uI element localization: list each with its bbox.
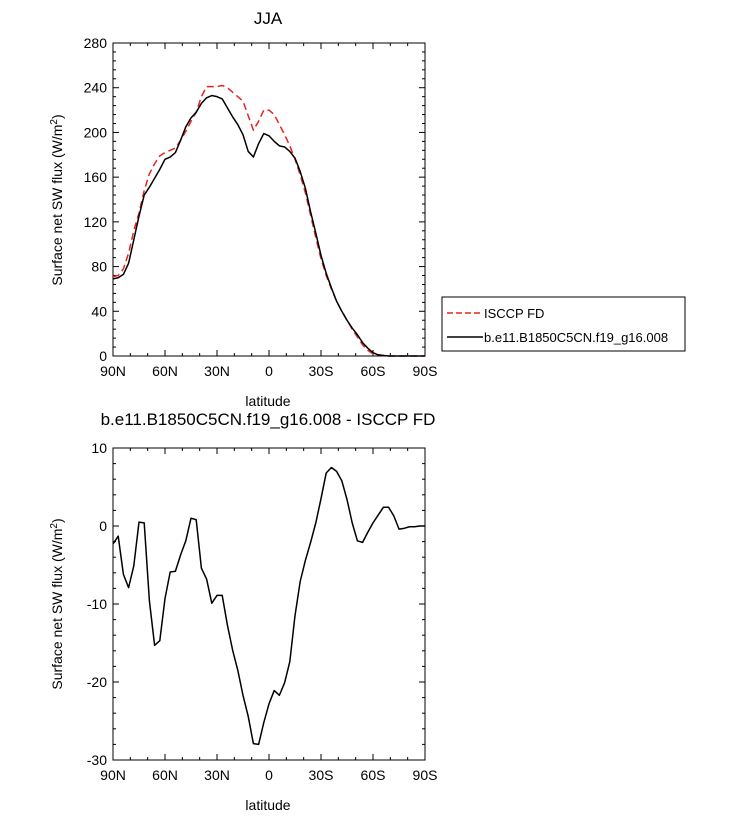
top-y-tick-label: 40 <box>91 303 107 319</box>
top-x-tick-label: 90S <box>413 363 438 379</box>
legend-label-model: b.e11.B1850C5CN.f19_g16.008 <box>484 330 668 345</box>
legend-label-isccp: ISCCP FD <box>484 306 544 321</box>
top-x-tick-label: 0 <box>265 363 273 379</box>
bottom-series <box>112 466 425 746</box>
top-x-tick-label: 60N <box>152 363 178 379</box>
top-series-line-0 <box>112 84 425 357</box>
top-title: JJA <box>254 9 283 28</box>
top-y-tick-label: 160 <box>84 169 108 185</box>
top-y-tick-label: 200 <box>84 124 108 140</box>
top-y-tick-label: 240 <box>84 80 108 96</box>
bottom-y-tick-label: -30 <box>87 752 107 768</box>
top-series <box>112 84 425 357</box>
top-x-tick-label: 30S <box>309 363 334 379</box>
top-x-tick-label: 30N <box>204 363 230 379</box>
bottom-ticks: 90N 60N 30N 0 30S 60S 90S -30 -20 -10 0 10 <box>87 440 438 783</box>
legend: ISCCP FD b.e11.B1850C5CN.f19_g16.008 <box>441 296 686 352</box>
legend-box <box>441 296 686 352</box>
bottom-y-tick-label: 10 <box>91 440 107 456</box>
top-y-axis-label: Surface net SW flux (W/m2) <box>49 114 65 285</box>
bottom-x-tick-label: 60S <box>361 767 386 783</box>
bottom-x-tick-label: 0 <box>265 767 273 783</box>
bottom-y-tick-label: 0 <box>99 518 107 534</box>
bottom-series-line-0 <box>112 466 425 746</box>
top-ticks: 90N 60N 30N 0 30S 60S 90S 0 40 80 120 160 200 240 280 <box>84 35 438 379</box>
bottom-x-tick-label: 60N <box>152 767 178 783</box>
top-y-tick-label: 0 <box>99 348 107 364</box>
bottom-x-tick-label: 90S <box>413 767 438 783</box>
bottom-x-tick-label: 30N <box>204 767 230 783</box>
bottom-y-tick-label: -10 <box>87 596 107 612</box>
top-y-tick-label: 280 <box>84 35 108 51</box>
top-x-axis-label: latitude <box>245 393 290 409</box>
top-x-tick-label: 60S <box>361 363 386 379</box>
bottom-x-tick-label: 30S <box>309 767 334 783</box>
bottom-y-tick-label: -20 <box>87 674 107 690</box>
bottom-title: b.e11.B1850C5CN.f19_g16.008 - ISCCP FD <box>101 410 436 429</box>
top-series-line-1 <box>112 94 425 357</box>
bottom-x-axis-label: latitude <box>245 797 290 813</box>
bottom-plot-frame <box>112 447 426 761</box>
top-y-tick-label: 80 <box>91 259 107 275</box>
top-y-tick-label: 120 <box>84 214 108 230</box>
top-x-tick-label: 90N <box>100 363 126 379</box>
bottom-x-tick-label: 90N <box>100 767 126 783</box>
bottom-y-axis-label: Surface net SW flux (W/m2) <box>49 518 65 689</box>
top-plot-frame <box>112 42 426 357</box>
